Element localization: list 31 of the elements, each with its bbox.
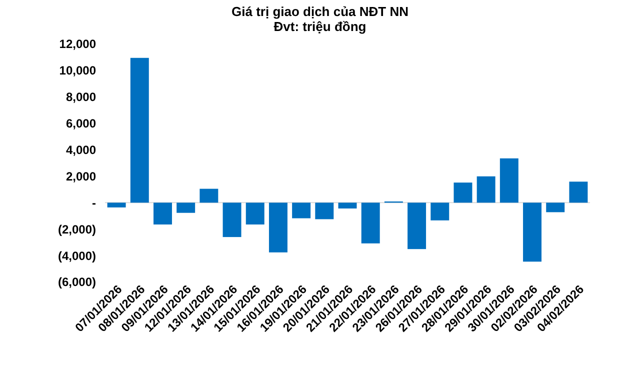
bar	[476, 176, 496, 203]
bar	[130, 58, 149, 203]
bar	[200, 188, 218, 203]
y-tick-label: 12,000	[59, 37, 96, 52]
bar	[107, 202, 126, 208]
chart-title: Giá trị giao dịch của NĐT NN	[232, 4, 408, 19]
y-tick-label: -	[92, 196, 96, 210]
y-tick-label: (4,000)	[58, 248, 96, 263]
bar	[454, 182, 472, 203]
bar	[222, 202, 242, 238]
bar	[523, 202, 542, 262]
bar	[154, 202, 172, 224]
bar	[246, 202, 264, 224]
chart-subtitle: Đvt: triệu đồng	[274, 19, 366, 34]
bar	[546, 202, 565, 212]
bar	[408, 202, 426, 250]
y-tick-label: 2,000	[66, 169, 96, 184]
bar	[500, 158, 518, 203]
bar	[361, 202, 380, 244]
y-tick-label: (2,000)	[58, 222, 96, 236]
y-tick-label: 8,000	[66, 90, 96, 104]
bar	[569, 182, 588, 203]
y-tick-label: 10,000	[59, 64, 96, 78]
bar	[268, 202, 288, 252]
bar	[338, 202, 357, 208]
bar	[430, 202, 450, 220]
y-tick-label: 4,000	[66, 142, 96, 157]
bar	[176, 202, 196, 213]
y-tick-label: 6,000	[66, 116, 96, 131]
bar	[292, 202, 311, 218]
bar	[315, 202, 334, 220]
